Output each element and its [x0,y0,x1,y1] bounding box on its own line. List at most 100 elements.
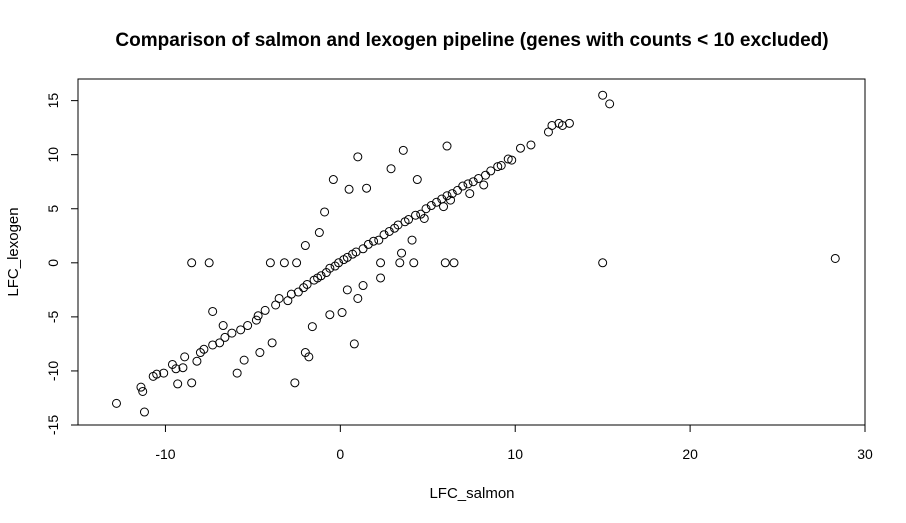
data-point [286,289,296,299]
data-point [395,258,405,268]
data-point [416,209,426,219]
data-point [465,189,475,199]
data-point [557,120,567,130]
data-point [180,352,190,362]
data-point [437,194,447,204]
data-point [320,207,330,217]
data-point [412,175,422,185]
data-point [351,247,361,257]
data-point [369,236,379,246]
x-tick-label: 20 [682,446,698,462]
data-point [232,368,242,378]
data-point [468,177,478,187]
data-point [446,195,456,205]
data-point [349,339,359,349]
x-tick-label: -10 [155,446,175,462]
data-point [379,230,389,240]
data-point [407,235,417,245]
data-point [260,305,270,315]
data-point [253,311,263,321]
data-point [442,141,452,151]
data-point [393,220,403,230]
data-point [353,152,363,162]
x-axis-label: LFC_salmon [429,485,514,502]
data-point [480,170,490,180]
data-point [159,368,169,378]
data-point [376,258,386,268]
data-point [426,201,436,211]
data-point [239,355,249,365]
y-axis-label: LFC_lexogen [5,207,22,296]
data-point [463,179,473,189]
data-point [439,202,449,212]
data-point [325,310,335,320]
data-point [152,369,162,379]
data-point [447,189,457,199]
data-point [397,248,407,258]
data-point [204,258,214,268]
data-point [316,271,326,281]
data-point [199,344,209,354]
y-axis: -15 -10 -5 0 5 10 15 [45,93,79,435]
data-point [138,386,148,396]
data-point [404,215,414,225]
x-axis: -10 0 10 20 30 [155,424,873,462]
data-points [111,90,840,417]
data-point [208,306,218,316]
x-tick-label: 30 [857,446,873,462]
data-point [598,258,608,268]
data-point [374,235,384,245]
data-point [304,352,314,362]
data-point [398,145,408,155]
y-tick-label: 15 [45,93,61,109]
data-point [453,185,463,195]
data-point [265,258,275,268]
data-point [111,398,121,408]
data-point [192,356,202,366]
data-point [251,315,261,325]
y-tick-label: 0 [45,259,61,267]
data-point [136,382,146,392]
data-point [411,210,421,220]
data-point [409,258,419,268]
data-point [449,258,459,268]
data-point [526,140,536,150]
data-point [598,90,608,100]
data-point [274,293,284,303]
data-point [440,258,450,268]
data-point [314,228,324,238]
data-point [353,293,363,303]
data-point [187,378,197,388]
data-point [215,338,225,348]
y-tick-label: -15 [45,415,61,435]
y-tick-label: 10 [45,147,61,163]
data-point [507,155,517,165]
data-point [178,363,188,373]
data-point [458,181,468,191]
data-point [543,127,553,137]
data-point [220,332,230,342]
data-point [363,239,373,249]
data-point [227,328,237,338]
data-point [515,143,525,153]
data-point [300,241,310,251]
data-point [503,154,513,164]
data-point [243,321,253,331]
data-point [344,184,354,194]
data-point [309,275,319,285]
data-point [432,197,442,207]
data-point [267,338,277,348]
data-point [830,253,840,263]
y-tick-label: 5 [45,205,61,213]
data-point [384,226,394,236]
x-tick-label: 0 [336,446,344,462]
plot-frame [77,78,866,426]
data-point [376,273,386,283]
data-point [325,263,335,273]
data-point [342,252,352,262]
data-point [337,308,347,318]
data-point [236,325,246,335]
data-point [167,359,177,369]
data-point [139,407,149,417]
